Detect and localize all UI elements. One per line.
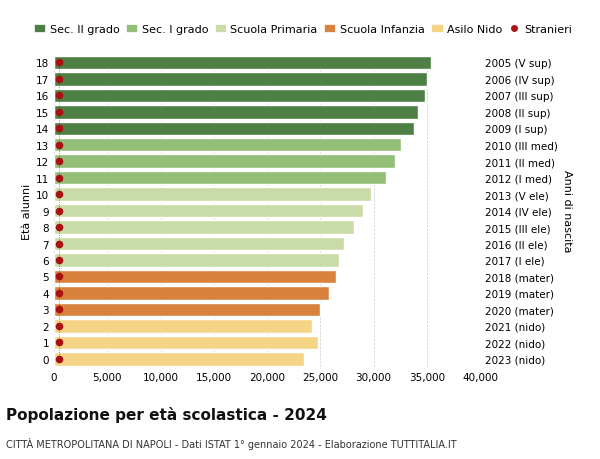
Y-axis label: Età alunni: Età alunni [22,183,32,239]
Y-axis label: Anni di nascita: Anni di nascita [562,170,572,252]
Bar [54,188,371,202]
Bar [54,286,329,300]
Bar [54,204,363,218]
Bar [54,270,336,284]
Bar [54,73,427,86]
Text: CITTÀ METROPOLITANA DI NAPOLI - Dati ISTAT 1° gennaio 2024 - Elaborazione TUTTIT: CITTÀ METROPOLITANA DI NAPOLI - Dati IST… [6,437,457,449]
Bar [54,172,386,185]
Bar [54,90,425,103]
Bar [54,106,418,119]
Bar [54,303,320,316]
Bar [54,56,431,70]
Bar [54,319,312,333]
Bar [54,254,340,267]
Bar [54,221,355,234]
Bar [54,237,344,251]
Bar [54,352,304,366]
Bar [54,122,414,136]
Bar [54,139,401,152]
Legend: Sec. II grado, Sec. I grado, Scuola Primaria, Scuola Infanzia, Asilo Nido, Stran: Sec. II grado, Sec. I grado, Scuola Prim… [30,20,577,39]
Bar [54,336,318,349]
Bar [54,155,395,168]
Text: Popolazione per età scolastica - 2024: Popolazione per età scolastica - 2024 [6,406,327,422]
